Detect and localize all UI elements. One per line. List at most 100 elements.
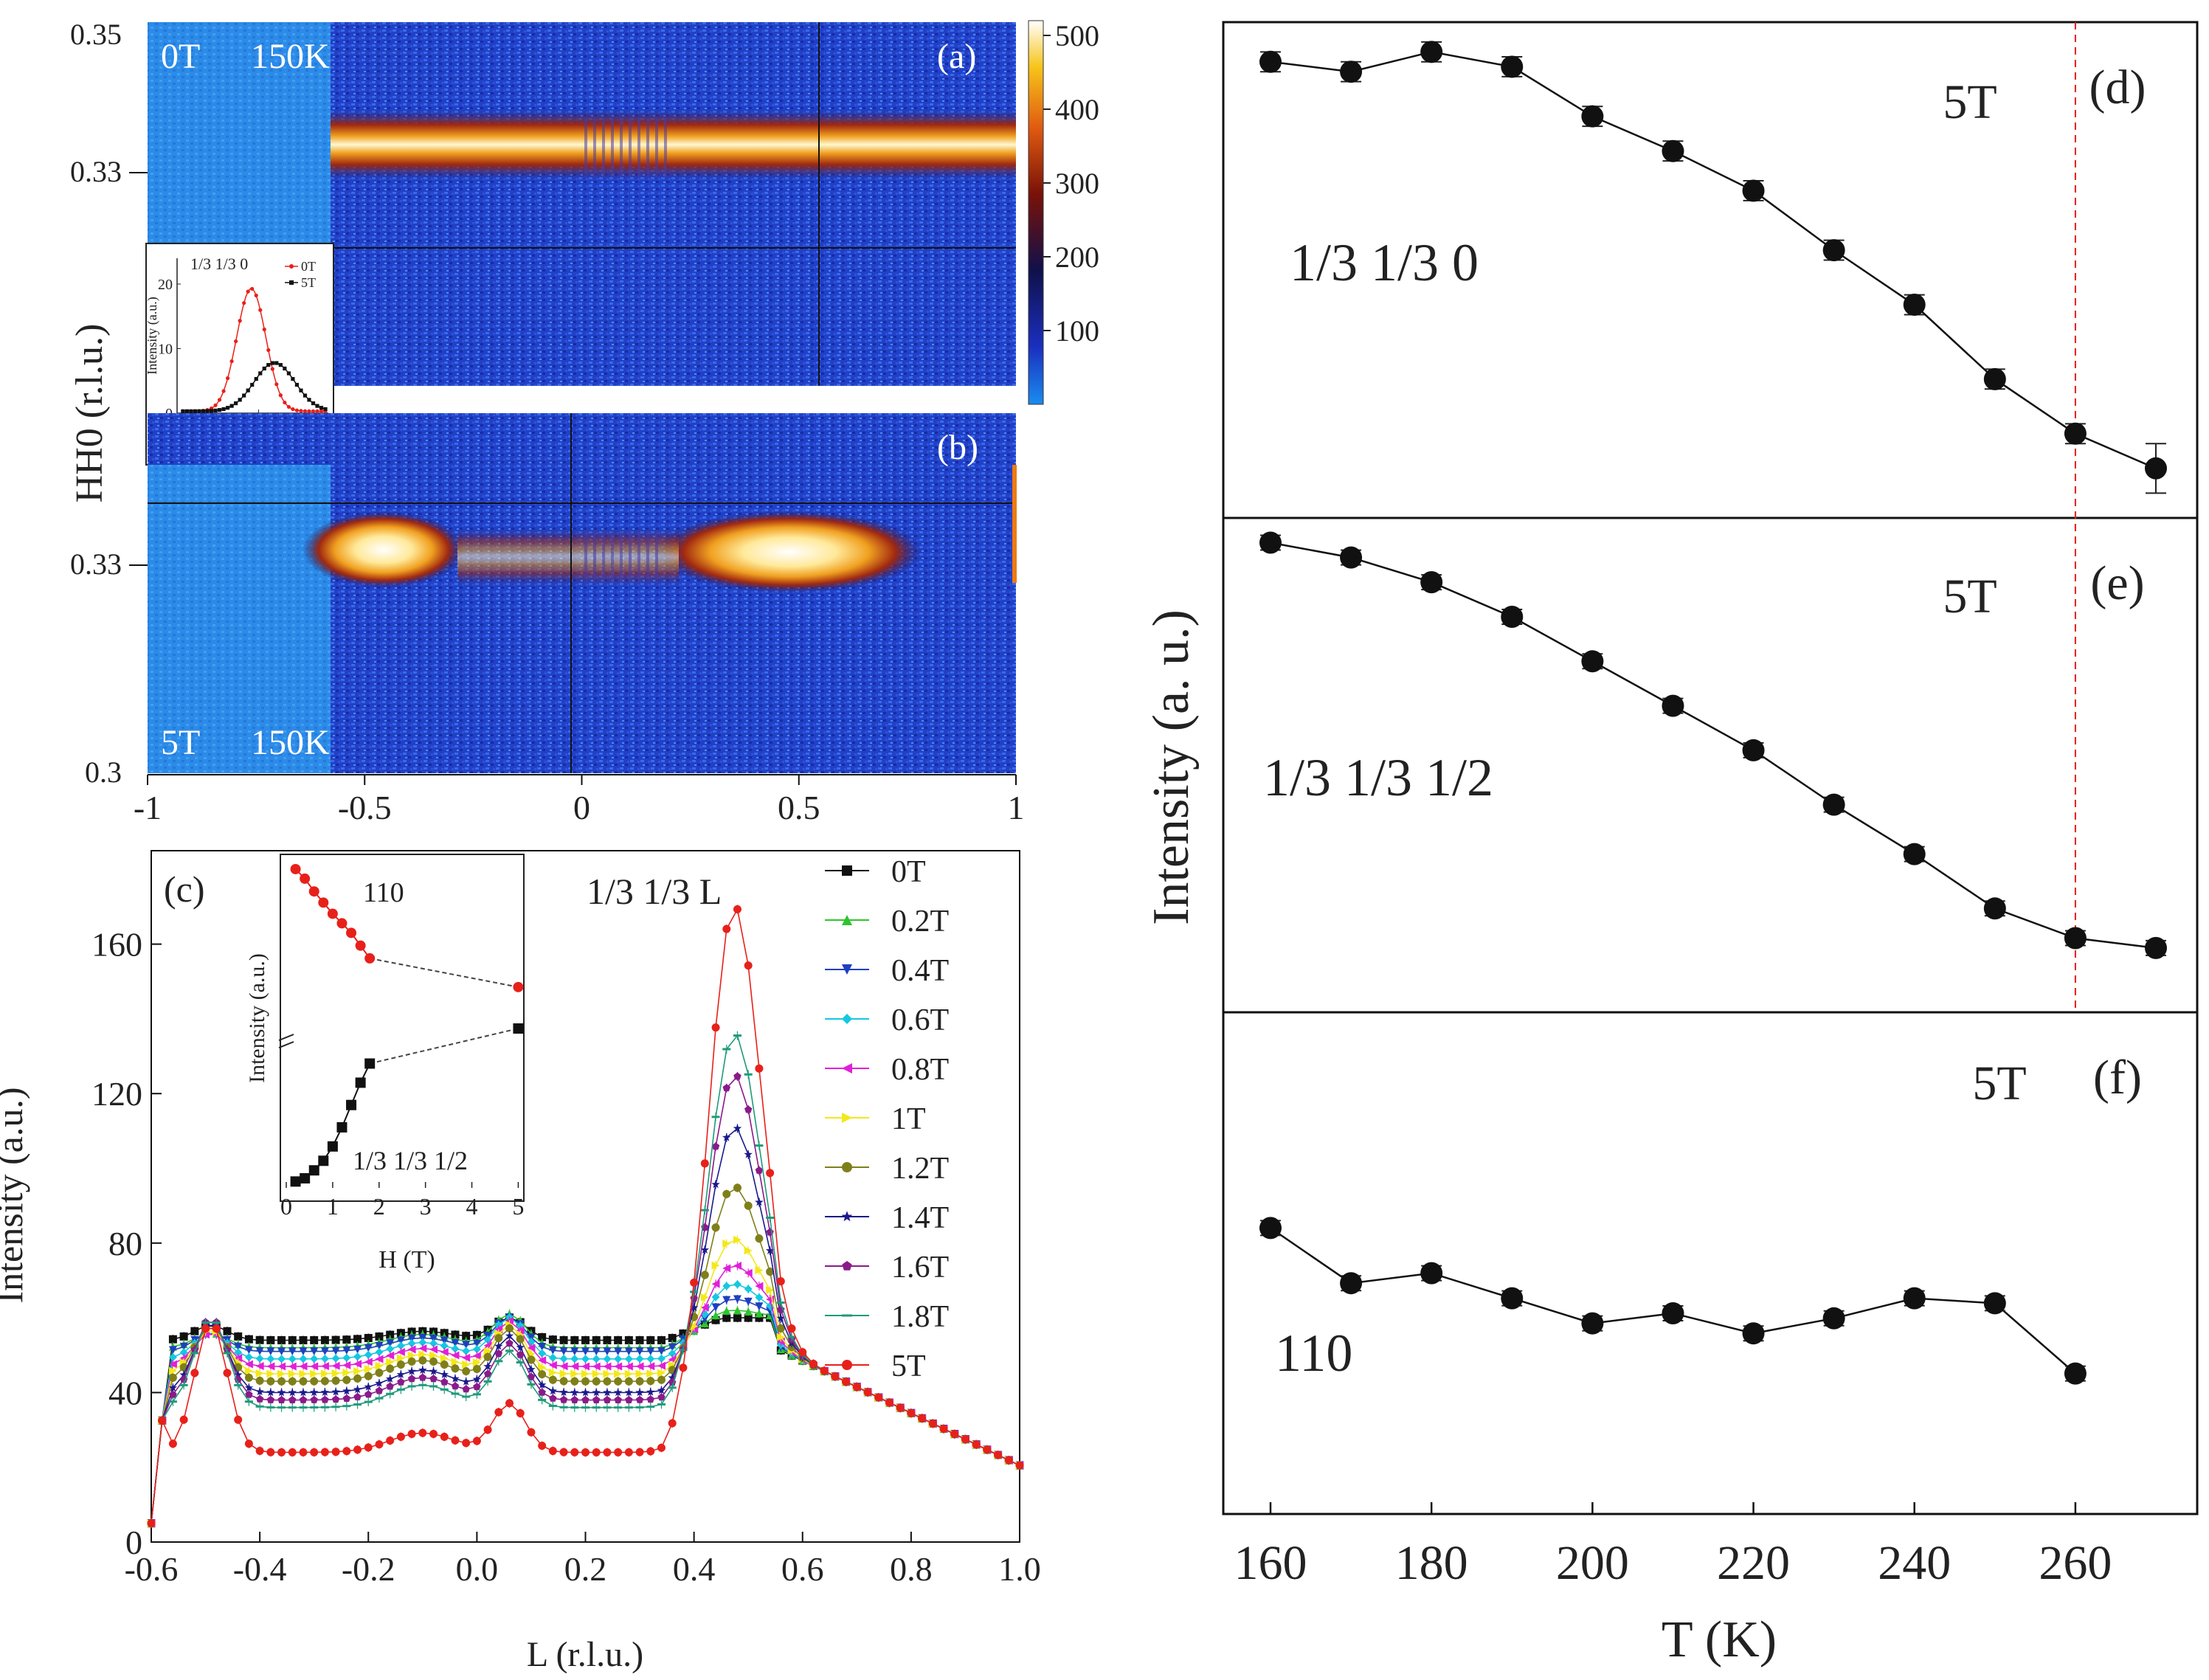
c-point-0.6T: [559, 1355, 568, 1363]
inset-a-point-5T: [299, 388, 303, 393]
panel-f-point: [1420, 1262, 1443, 1285]
c-point-0.6T: [168, 1352, 177, 1361]
c-point-0.6T: [266, 1355, 275, 1363]
c-point-1.8T: [690, 1290, 699, 1293]
c-point-1.8T: [559, 1406, 568, 1408]
c-legend-label: 1.6T: [891, 1251, 949, 1285]
c-point-1T: [288, 1369, 297, 1378]
c-point-5T: [559, 1448, 568, 1456]
c-point-1T: [331, 1369, 340, 1377]
c-point-1.8T: [548, 1404, 557, 1407]
c-x-tick-label: 0.0: [456, 1550, 499, 1588]
c-point-1.6T: [255, 1394, 264, 1403]
inset-a-point-5T: [234, 401, 238, 406]
c-point-0T: [472, 1330, 481, 1339]
c-point-1.4T: [266, 1388, 275, 1397]
c-point-5T: [744, 961, 753, 970]
c-point-1T: [733, 1235, 741, 1244]
c-point-1.6T: [559, 1395, 568, 1403]
c-point-5T: [407, 1430, 416, 1439]
c-point-1.8T: [570, 1406, 579, 1409]
def-frame: [1222, 21, 2199, 1515]
c-point-1T: [277, 1369, 286, 1378]
inset-a-point-5T: [315, 404, 319, 408]
c-point-1.8T: [277, 1406, 286, 1409]
panel-f-point: [1983, 1292, 2006, 1315]
c-point-0T: [592, 1335, 601, 1344]
inset-a-point-5T: [213, 408, 218, 412]
c-point-1.8T: [244, 1400, 253, 1403]
c-point-1.2T: [320, 1377, 329, 1386]
c-point-1T: [614, 1369, 623, 1378]
panel-e-field: 5T: [1943, 570, 1997, 623]
c-point-1T: [657, 1369, 666, 1377]
inset-a-point-5T: [319, 406, 324, 410]
c-point-5T: [277, 1448, 286, 1456]
colorbar-tick-label: 100: [1055, 314, 1099, 348]
c-point-0.6T: [375, 1348, 384, 1357]
c-point-1.2T: [603, 1377, 612, 1386]
panel-f-point: [1742, 1322, 1765, 1345]
inset-a-point-5T: [270, 361, 274, 365]
inset-a-point-5T: [193, 409, 198, 413]
c-point-5T: [983, 1445, 992, 1454]
inset-a-point-0T: [242, 301, 246, 305]
c-point-1.6T: [440, 1377, 449, 1386]
c-legend-label: 0.6T: [891, 1003, 949, 1037]
c-point-5T: [603, 1448, 612, 1456]
c-point-1.4T: [700, 1245, 710, 1254]
c-point-0T: [451, 1330, 460, 1339]
c-point-0T: [310, 1335, 319, 1344]
panel-e-point: [1742, 739, 1765, 761]
c-point-1.2T: [299, 1377, 308, 1386]
inset-a-legend-marker: [289, 264, 294, 269]
c-point-1T: [364, 1365, 373, 1374]
c-point-5T: [527, 1428, 536, 1437]
c-point-5T: [624, 1448, 633, 1456]
c-point-1.8T: [418, 1383, 427, 1386]
c-point-1.6T: [364, 1390, 373, 1398]
c-point-1T: [711, 1261, 720, 1270]
c-point-0.6T: [472, 1345, 481, 1354]
c-point-5T: [711, 1023, 720, 1032]
inset-c-point-110: [364, 953, 376, 964]
c-point-0.4T: [559, 1347, 568, 1356]
panel-e-point: [1340, 546, 1363, 569]
c-point-0.8T: [581, 1362, 590, 1371]
panel-f-line: [1270, 1227, 2076, 1375]
c-point-0.6T: [451, 1344, 460, 1353]
inset-c-point-1/3 1/3 1/2: [513, 1023, 524, 1034]
panel-d-point: [1340, 61, 1363, 83]
c-point-1.2T: [472, 1365, 481, 1374]
c-point-0.8T: [375, 1355, 384, 1363]
c-point-1.8T: [168, 1400, 177, 1403]
colorbar: 500 400 300 200 100: [1028, 19, 1099, 405]
c-point-1.6T: [657, 1393, 666, 1401]
c-point-1T: [646, 1369, 655, 1378]
c-point-1.2T: [755, 1234, 764, 1243]
c-point-1.4T: [168, 1383, 178, 1392]
inset-a-ylabel: Intensity (a.u.): [145, 297, 160, 374]
c-point-0.8T: [614, 1362, 623, 1371]
c-legend-marker: [842, 1162, 852, 1172]
inset-a-point-0T: [274, 382, 279, 387]
c-point-0.6T: [277, 1355, 286, 1363]
c-point-0.8T: [548, 1361, 557, 1369]
inset-a-point-5T: [246, 388, 250, 393]
panels-def: (d) 5T 1/3 1/3 0 (e) 5T 1/3 1/3 1/2 (f) …: [1143, 21, 2199, 1668]
inset-a-point-0T: [217, 398, 222, 402]
c-point-1.6T: [473, 1383, 481, 1391]
c-point-1.4T: [288, 1388, 297, 1397]
c-point-1.2T: [331, 1376, 340, 1385]
c-point-5T: [820, 1366, 829, 1375]
c-point-0.4T: [462, 1341, 471, 1349]
c-point-1T: [299, 1369, 308, 1378]
inset-a-point-5T: [283, 366, 287, 371]
inset-a-point-0T: [283, 400, 287, 405]
c-point-0.6T: [657, 1354, 666, 1363]
c-point-0.2T: [722, 1307, 731, 1316]
c-point-0T: [755, 1313, 764, 1322]
c-point-0.8T: [331, 1361, 340, 1370]
c-point-0T: [353, 1335, 362, 1344]
c-legend-marker: [842, 1261, 852, 1271]
